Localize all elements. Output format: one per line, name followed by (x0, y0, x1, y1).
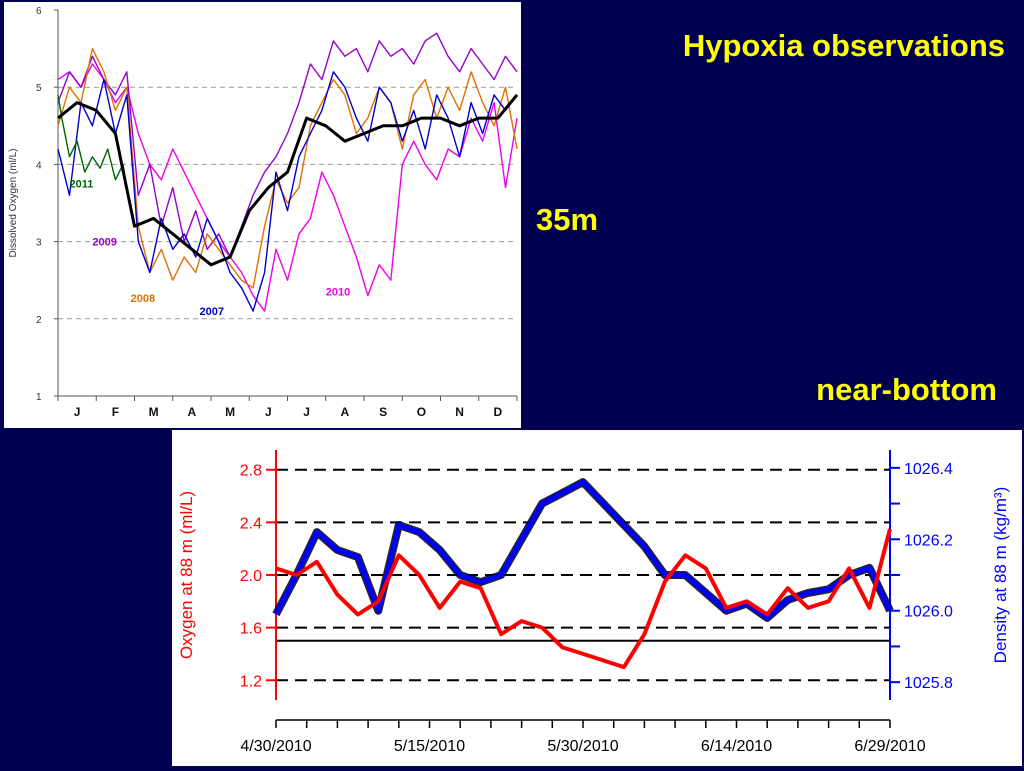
y-tick-label: 3 (36, 238, 42, 249)
depth-label-near-bottom: near-bottom (816, 372, 997, 407)
series-label-2009: 2009 (92, 236, 116, 248)
right-tick-label: 1025.8 (904, 675, 953, 692)
annual-oxygen-chart-svg: 1 2 3 4 5 6 J F M A M J J A S O N D Dissolved Oxygen (ml/L… (8, 6, 519, 419)
x-tick-label: A (341, 405, 350, 419)
right-tick-label: 1026.0 (904, 604, 953, 621)
y-tick-label: 4 (36, 160, 42, 171)
series-label-2010: 2010 (326, 287, 350, 299)
y-axis-label: Dissolved Oxygen (ml/L) (8, 149, 19, 258)
x-tick-label: J (265, 405, 272, 419)
annual-oxygen-chart: 1 2 3 4 5 6 J F M A M J J A S O N D Dissolved Oxygen (ml/L… (4, 2, 521, 428)
left-tick-label: 2.8 (240, 463, 262, 480)
x-tick-label: O (417, 405, 426, 419)
series-line-oxygen (275, 528, 892, 670)
x-tick-label: J (74, 405, 81, 419)
x-tick-label: N (455, 405, 464, 419)
y-tick-label: 6 (36, 6, 42, 17)
left-tick-label: 1.6 (240, 621, 262, 638)
slide-title: Hypoxia observations (682, 28, 1005, 63)
series-line-2007 (57, 71, 518, 312)
x-tick-label: S (379, 405, 387, 419)
right-axis-label: Density at 88 m (kg/m³) (991, 487, 1010, 664)
series-line-2009 (57, 32, 518, 258)
left-tick-label: 2.0 (240, 568, 262, 585)
depth-label-35m: 35m (536, 202, 599, 237)
series-label-2007: 2007 (200, 306, 224, 318)
series-line-2008 (57, 47, 518, 289)
x-tick-label: D (494, 405, 503, 419)
x-tick-label: 5/30/2010 (547, 738, 618, 755)
left-tick-label: 1.2 (240, 673, 262, 690)
x-tick-label: 6/29/2010 (854, 738, 925, 755)
series-label-2011: 2011 (69, 179, 93, 191)
x-tick-label: M (149, 405, 159, 419)
x-tick-label: M (225, 405, 235, 419)
series-line-density (273, 479, 893, 621)
left-axis-label: Oxygen at 88 m (ml/L) (177, 491, 196, 659)
left-tick-label: 2.4 (240, 515, 262, 532)
near-bottom-timeseries-chart-svg: 1.2 1.6 2.0 2.4 2.8 Oxygen at 88 m (ml/L) 1025… (177, 450, 1010, 755)
right-tick-label: 1026.4 (904, 461, 953, 478)
series-line-mean (57, 93, 519, 267)
y-tick-label: 5 (36, 83, 42, 94)
near-bottom-timeseries-chart: 1.2 1.6 2.0 2.4 2.8 Oxygen at 88 m (ml/L) 1025… (172, 430, 1022, 766)
x-tick-label: 4/30/2010 (240, 738, 311, 755)
series-label-2008: 2008 (131, 293, 155, 305)
y-tick-label: 1 (36, 392, 42, 403)
x-tick-label: 6/14/2010 (701, 738, 772, 755)
x-tick-label: A (188, 405, 197, 419)
y-tick-label: 2 (36, 315, 42, 326)
series-line-2011 (57, 94, 128, 188)
x-tick-label: J (303, 405, 310, 419)
series-line-2010 (57, 63, 518, 312)
x-tick-label: 5/15/2010 (394, 738, 465, 755)
x-tick-label: F (112, 405, 119, 419)
right-tick-label: 1026.2 (904, 532, 953, 549)
